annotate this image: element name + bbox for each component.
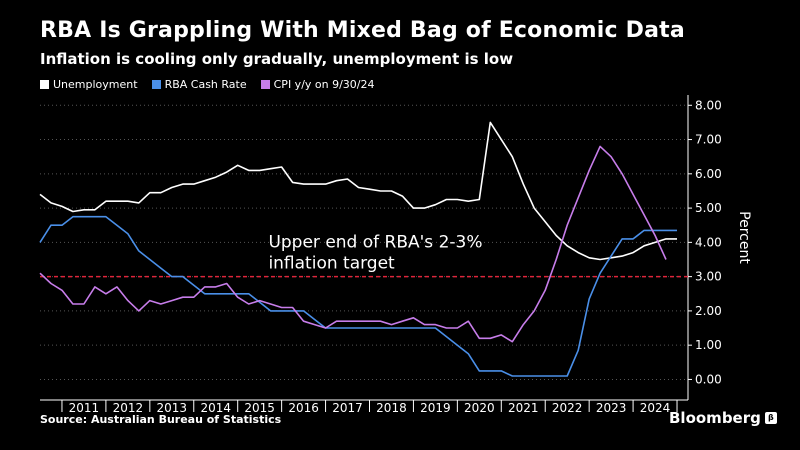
legend-item-cpi: CPI y/y on 9/30/24 bbox=[260, 78, 375, 91]
chart-title: RBA Is Grappling With Mixed Bag of Econo… bbox=[40, 18, 685, 43]
y-tick-label: 8.00 bbox=[695, 98, 722, 112]
y-tick-label: 5.00 bbox=[695, 201, 722, 215]
x-tick-label: 2018 bbox=[376, 401, 407, 415]
y-tick-label: 4.00 bbox=[695, 235, 722, 249]
legend-label-cpi: CPI y/y on 9/30/24 bbox=[273, 78, 375, 91]
x-tick-label: 2013 bbox=[157, 401, 188, 415]
legend-item-cash-rate: RBA Cash Rate bbox=[151, 78, 247, 91]
legend-swatch-cash-rate bbox=[151, 80, 161, 89]
y-tick-label: 7.00 bbox=[695, 133, 722, 147]
legend-swatch-cpi bbox=[260, 80, 270, 89]
cash-rate-line bbox=[39, 215, 677, 377]
annotation-line-1: Upper end of RBA's 2-3% bbox=[268, 233, 482, 253]
brand-logo: Bloomberg β bbox=[669, 409, 777, 427]
source-note: Source: Australian Bureau of Statistics bbox=[40, 413, 282, 426]
x-tick-label: 2022 bbox=[552, 401, 583, 415]
x-tick-label: 2024 bbox=[640, 401, 671, 415]
y-tick-label: 6.00 bbox=[695, 167, 722, 181]
y-tick-label: 2.00 bbox=[695, 304, 722, 318]
x-tick-label: 2017 bbox=[332, 401, 363, 415]
x-tick-label: 2011 bbox=[69, 401, 100, 415]
x-tick-label: 2012 bbox=[113, 401, 144, 415]
cpi-line bbox=[39, 145, 667, 343]
y-tick-label: 0.00 bbox=[695, 372, 722, 386]
x-tick-label: 2015 bbox=[244, 401, 275, 415]
y-tick-label: 3.00 bbox=[695, 270, 722, 284]
legend-label-cash-rate: RBA Cash Rate bbox=[164, 78, 247, 91]
annotation-line-2: inflation target bbox=[268, 254, 395, 274]
legend-item-unemployment: Unemployment bbox=[40, 78, 138, 91]
x-tick-label: 2020 bbox=[464, 401, 495, 415]
unemployment-line bbox=[39, 121, 677, 261]
x-tick-label: 2016 bbox=[288, 401, 319, 415]
y-axis-title: Percent bbox=[736, 211, 752, 264]
brand-name: Bloomberg bbox=[669, 409, 761, 427]
x-tick-label: 2014 bbox=[200, 401, 231, 415]
y-tick-label: 1.00 bbox=[695, 338, 722, 352]
chart-subtitle: Inflation is cooling only gradually, une… bbox=[40, 50, 514, 68]
legend-label-unemployment: Unemployment bbox=[53, 78, 138, 91]
brand-icon: β bbox=[764, 412, 777, 424]
x-tick-label: 2023 bbox=[596, 401, 627, 415]
x-tick-label: 2019 bbox=[420, 401, 451, 415]
x-tick-label: 2021 bbox=[508, 401, 539, 415]
legend: Unemployment RBA Cash Rate CPI y/y on 9/… bbox=[40, 78, 375, 91]
legend-swatch-unemployment bbox=[40, 80, 49, 89]
